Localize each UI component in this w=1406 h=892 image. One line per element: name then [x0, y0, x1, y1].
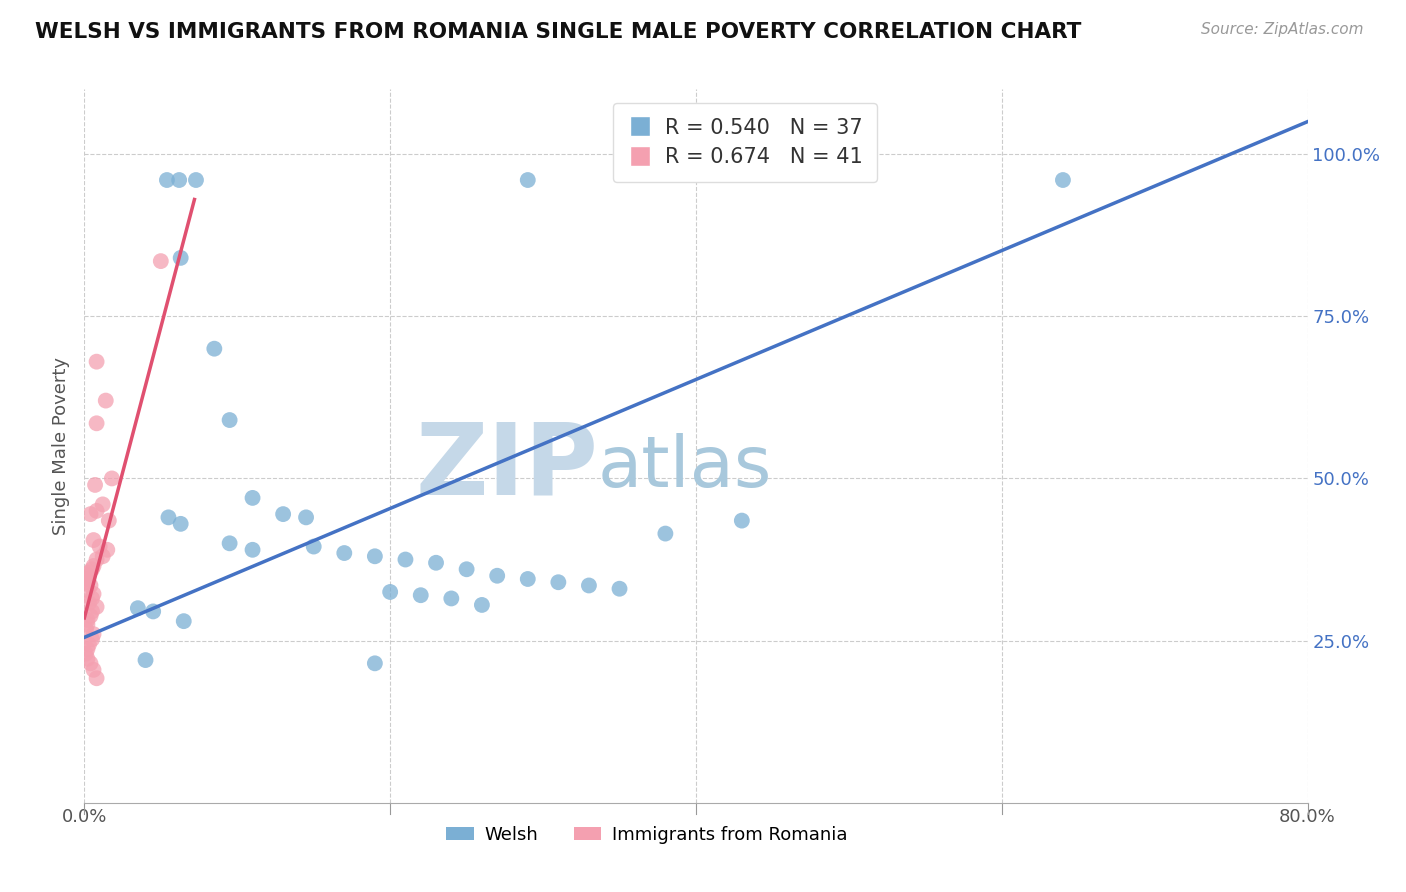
Point [76, 572, 98, 586]
Point [76, 642, 98, 657]
Point [94, 393, 117, 408]
Point [77, 638, 100, 652]
Point [394, 552, 416, 566]
Text: ZIP: ZIP [415, 419, 598, 516]
Point [83, 587, 105, 601]
Point [242, 491, 264, 505]
Point [609, 582, 631, 596]
Point [86, 417, 108, 431]
Point [76, 568, 98, 582]
Y-axis label: Single Male Poverty: Single Male Poverty [52, 357, 70, 535]
Text: Source: ZipAtlas.com: Source: ZipAtlas.com [1201, 22, 1364, 37]
Point [75, 575, 97, 590]
Point [86, 671, 108, 685]
Point [97, 514, 120, 528]
Point [516, 572, 538, 586]
Point [157, 510, 180, 524]
Point [380, 585, 402, 599]
Point [218, 413, 240, 427]
Point [295, 510, 318, 524]
Point [83, 627, 105, 641]
Point [76, 613, 98, 627]
Point [1052, 173, 1074, 187]
Point [409, 588, 432, 602]
Point [79, 507, 101, 521]
Point [156, 173, 179, 187]
Point [271, 507, 294, 521]
Point [731, 514, 754, 528]
Point [86, 504, 108, 518]
Point [170, 251, 193, 265]
Point [364, 657, 387, 671]
Point [218, 536, 240, 550]
Point [77, 596, 100, 610]
Point [96, 542, 118, 557]
Point [77, 566, 100, 580]
Point [83, 559, 105, 574]
Point [516, 173, 538, 187]
Point [167, 173, 190, 187]
Point [83, 533, 105, 547]
Point [149, 254, 172, 268]
Point [80, 632, 103, 647]
Point [173, 614, 195, 628]
Point [80, 562, 103, 576]
Point [578, 578, 600, 592]
Point [86, 552, 108, 566]
Point [89, 540, 111, 554]
Point [302, 540, 325, 554]
Point [425, 556, 447, 570]
Point [333, 546, 356, 560]
Point [135, 653, 157, 667]
Text: WELSH VS IMMIGRANTS FROM ROMANIA SINGLE MALE POVERTY CORRELATION CHART: WELSH VS IMMIGRANTS FROM ROMANIA SINGLE … [35, 22, 1081, 42]
Point [91, 549, 114, 564]
Point [486, 568, 509, 582]
Point [364, 549, 387, 564]
Point [79, 578, 101, 592]
Point [654, 526, 676, 541]
Point [80, 604, 103, 618]
Point [75, 647, 97, 661]
Point [83, 663, 105, 677]
Point [76, 617, 98, 632]
Point [142, 604, 165, 618]
Point [79, 609, 101, 624]
Point [79, 657, 101, 671]
Point [101, 471, 124, 485]
Point [75, 622, 97, 636]
Point [76, 652, 98, 666]
Point [91, 497, 114, 511]
Legend: Welsh, Immigrants from Romania: Welsh, Immigrants from Romania [439, 819, 855, 851]
Point [80, 591, 103, 606]
Point [471, 598, 494, 612]
Point [84, 478, 107, 492]
Text: atlas: atlas [598, 433, 772, 502]
Point [86, 599, 108, 614]
Point [127, 601, 149, 615]
Point [440, 591, 463, 606]
Point [547, 575, 569, 590]
Point [242, 542, 264, 557]
Point [86, 354, 108, 368]
Point [202, 342, 225, 356]
Point [76, 582, 98, 597]
Point [456, 562, 478, 576]
Point [170, 516, 193, 531]
Point [184, 173, 207, 187]
